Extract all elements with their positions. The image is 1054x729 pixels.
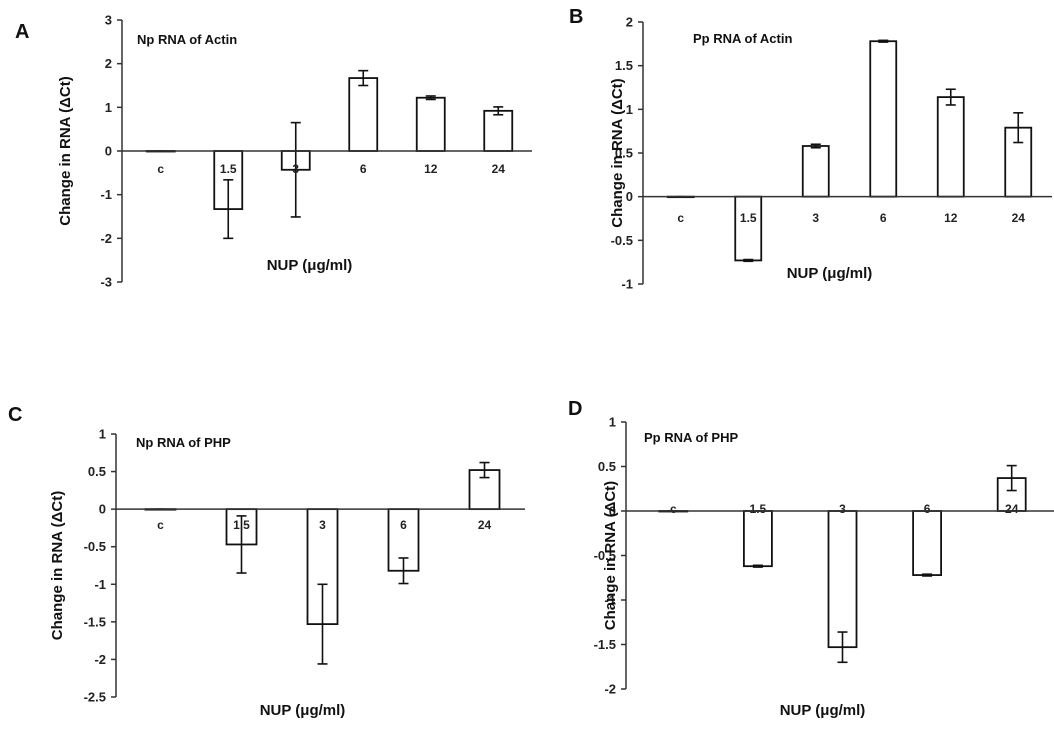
y-tick-label: -1.5 — [84, 614, 106, 629]
y-tick-label: 1 — [609, 415, 616, 430]
bar — [742, 510, 773, 568]
bar-chart-b: B 2 1.5 1 0.5 0 -0.5 -1 c 1.5 3 6 12 24 Pp RNA of Acti… — [569, 6, 1052, 292]
x-tick-label: 6 — [924, 502, 931, 516]
y-tick-label: 1 — [105, 100, 112, 115]
x-tick-label: 12 — [424, 162, 438, 176]
y-tick-label: 0 — [105, 144, 112, 159]
y-tick-label: -0.5 — [84, 539, 106, 554]
x-tick-label: 3 — [319, 518, 326, 532]
y-tick-label: 2 — [626, 15, 633, 30]
y-tick-label: 1 — [626, 102, 633, 117]
x-tick-label: 1.5 — [740, 211, 757, 225]
bar-chart-c: C 1 0.5 0 -0.5 -1 -1.5 -2 -2.5 c 1.5 3 6 24 Np RNA of … — [8, 404, 525, 719]
y-tick-label: 1.5 — [615, 58, 633, 73]
x-tick-label: c — [157, 518, 164, 532]
panel-letter-b: B — [569, 6, 583, 28]
y-axis-label: Change in RNA (ΔCt) — [57, 76, 74, 225]
x-axis-label: NUP (μg/ml) — [787, 265, 873, 282]
x-tick-label: 24 — [492, 162, 506, 176]
x-tick-label: 24 — [478, 518, 492, 532]
chart-title: Np RNA of Actin — [137, 32, 237, 47]
y-axis-label: Change in RNA (ΔCt) — [609, 78, 626, 227]
chart-panel-b: B 2 1.5 1 0.5 0 -0.5 -1 c 1.5 3 6 12 24 Pp RNA of Acti… — [527, 0, 1054, 330]
chart-panel-d: D 1 0.5 0 -0.5 -1 -1.5 -2 c 1.5 3 6 24 Pp RNA of PHP C… — [527, 390, 1054, 724]
bar — [936, 96, 965, 198]
x-axis-label: NUP (μg/ml) — [260, 702, 346, 719]
y-tick-label: -2 — [94, 652, 106, 667]
chart-title: Pp RNA of Actin — [693, 31, 792, 46]
x-axis-label: NUP (μg/ml) — [267, 257, 353, 274]
x-tick-label: 6 — [400, 518, 407, 532]
y-tick-label: -1 — [100, 187, 112, 202]
x-tick-label: 6 — [880, 211, 887, 225]
y-axis-label: Change in RNA (ΔCt) — [49, 491, 66, 640]
y-tick-label: -3 — [100, 275, 112, 290]
x-tick-label: c — [157, 162, 164, 176]
bar — [869, 40, 898, 198]
bar — [734, 195, 763, 262]
panel-letter-c: C — [8, 404, 22, 426]
y-tick-label: 0 — [609, 504, 616, 519]
bar-chart-d: D 1 0.5 0 -0.5 -1 -1.5 -2 c 1.5 3 6 24 Pp RNA of PHP C… — [568, 398, 1054, 719]
y-tick-label: -2.5 — [84, 690, 106, 705]
x-tick-label: 6 — [360, 162, 367, 176]
bar-chart-a: A 3 2 1 0 -1 -2 -3 c 1.5 3 6 12 24 Np RNA of Actin Chan… — [15, 13, 532, 290]
y-tick-label: -1 — [621, 277, 633, 292]
y-tick-label: 3 — [105, 13, 112, 28]
x-tick-label: 1.5 — [220, 162, 237, 176]
bar — [912, 510, 943, 576]
y-tick-label: 0 — [99, 502, 106, 517]
x-tick-label: 1.5 — [750, 502, 767, 516]
chart-title: Np RNA of PHP — [136, 435, 231, 450]
bar — [483, 109, 514, 152]
panel-letter-d: D — [568, 398, 582, 420]
y-tick-label: 0 — [626, 189, 633, 204]
x-axis-label: NUP (μg/ml) — [780, 702, 866, 719]
bar — [801, 145, 830, 198]
x-tick-label: 24 — [1012, 211, 1026, 225]
y-tick-label: 0.5 — [88, 464, 106, 479]
y-axis-label: Change in RNA (ΔCt) — [602, 481, 619, 630]
x-tick-label: 12 — [944, 211, 958, 225]
x-tick-label: c — [677, 211, 684, 225]
y-tick-label: -2 — [604, 682, 616, 697]
y-tick-label: -1 — [94, 577, 106, 592]
panel-letter-a: A — [15, 21, 29, 43]
y-tick-label: 2 — [105, 56, 112, 71]
bar — [348, 77, 379, 152]
x-tick-label: 24 — [1005, 502, 1019, 516]
x-tick-label: 3 — [812, 211, 819, 225]
x-tick-label: 1.5 — [233, 518, 250, 532]
y-tick-label: 1 — [99, 427, 106, 442]
y-tick-label: -0.5 — [611, 233, 633, 248]
y-tick-label: 0.5 — [598, 459, 616, 474]
y-tick-label: 0.5 — [615, 146, 633, 161]
y-tick-label: -1.5 — [594, 637, 616, 652]
chart-panel-c: C 1 0.5 0 -0.5 -1 -1.5 -2 -2.5 c 1.5 3 6 24 Np RNA of … — [0, 390, 527, 724]
y-tick-label: -0.5 — [594, 548, 616, 563]
chart-title: Pp RNA of PHP — [644, 430, 738, 445]
y-tick-label: -2 — [100, 231, 112, 246]
bar — [827, 510, 858, 649]
x-tick-label: 3 — [292, 162, 299, 176]
bar — [415, 96, 446, 152]
y-tick-label: -1 — [604, 593, 616, 608]
chart-panel-a: A 3 2 1 0 -1 -2 -3 c 1.5 3 6 12 24 Np RNA of Actin Chan… — [0, 0, 532, 330]
x-tick-label: c — [670, 502, 677, 516]
x-tick-label: 3 — [839, 502, 846, 516]
